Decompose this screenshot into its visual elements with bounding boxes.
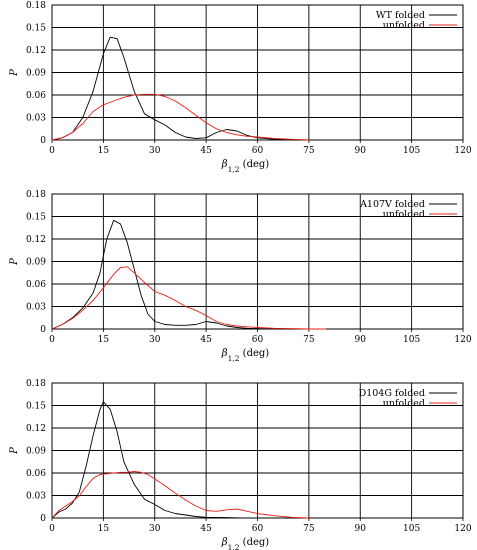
x-tick-label: 120 — [454, 335, 471, 345]
y-tick-label: 0.03 — [26, 114, 46, 124]
x-axis-label: β1,2 (deg) — [221, 159, 270, 174]
x-tick-label: 105 — [403, 524, 420, 534]
y-tick-label: 0.15 — [26, 24, 46, 34]
x-tick-label: 30 — [149, 335, 161, 345]
y-tick-label: 0.09 — [26, 69, 46, 79]
x-tick-label: 90 — [355, 524, 367, 534]
x-tick-label: 30 — [149, 146, 161, 156]
chart-panel-2: 0 15 30 45 60 75 90 105 120 0 0.03 0.06 0.09 0.12 0.15… — [9, 190, 472, 363]
y-tick-label: 0.12 — [26, 235, 46, 245]
legend-label: A107V folded — [359, 199, 425, 210]
legend-label: unfolded — [383, 20, 425, 31]
y-axis-label: P — [9, 69, 20, 77]
x-tick-label: 75 — [303, 335, 315, 345]
series-line-folded — [51, 219, 292, 330]
y-tick-label: 0.03 — [26, 303, 46, 313]
x-tick-label: 75 — [303, 524, 315, 534]
series-line-unfolded — [51, 266, 326, 330]
y-tick-label: 0.18 — [26, 379, 46, 389]
x-tick-label: 90 — [355, 335, 367, 345]
y-tick-label: 0.18 — [26, 1, 46, 11]
legend-label: unfolded — [383, 209, 425, 220]
x-tick-label: 45 — [200, 335, 212, 345]
x-tick-label: 30 — [149, 524, 161, 534]
y-tick-label: 0.06 — [26, 469, 46, 479]
y-axis-label: P — [9, 258, 20, 266]
x-tick-label: 90 — [355, 146, 367, 156]
y-tick-label: 0.06 — [26, 91, 46, 101]
series-line-folded — [51, 401, 258, 519]
x-tick-label: 0 — [49, 524, 55, 534]
chart-panel-3: 0 15 30 45 60 75 90 105 120 0 0.03 0.06 0.09 0.12 0.15… — [9, 379, 472, 550]
x-tick-label: 15 — [98, 335, 110, 345]
x-tick-label: 120 — [454, 146, 471, 156]
y-tick-label: 0.15 — [26, 402, 46, 412]
series-line-folded — [51, 36, 309, 141]
y-tick-label: 0.12 — [26, 46, 46, 56]
chart-panel-1: 0 15 30 45 60 75 90 105 120 0 0.03 0.06 0.09 0.12 0.15… — [9, 1, 472, 174]
y-tick-label: 0.18 — [26, 190, 46, 200]
y-tick-label: 0.12 — [26, 424, 46, 434]
x-tick-label: 105 — [403, 335, 420, 345]
x-axis-label: β1,2 (deg) — [221, 537, 270, 550]
x-tick-label: 0 — [49, 146, 55, 156]
y-tick-label: 0 — [40, 325, 46, 335]
y-tick-label: 0.09 — [26, 447, 46, 457]
y-axis-label: P — [9, 447, 20, 455]
x-tick-label: 0 — [49, 335, 55, 345]
x-tick-label: 60 — [252, 335, 264, 345]
y-tick-label: 0.03 — [26, 492, 46, 502]
series-line-unfolded — [51, 471, 309, 519]
x-tick-label: 120 — [454, 524, 471, 534]
y-tick-label: 0 — [40, 514, 46, 524]
x-tick-label: 60 — [252, 524, 264, 534]
legend-label: WT folded — [376, 10, 425, 21]
x-tick-label: 60 — [252, 146, 264, 156]
x-tick-label: 75 — [303, 146, 315, 156]
x-axis-label: β1,2 (deg) — [221, 348, 270, 363]
series-line-unfolded — [51, 93, 309, 141]
legend-label: unfolded — [383, 398, 425, 409]
y-tick-label: 0.06 — [26, 280, 46, 290]
x-tick-label: 105 — [403, 146, 420, 156]
y-tick-label: 0.15 — [26, 213, 46, 223]
y-tick-label: 0 — [40, 136, 46, 146]
y-tick-label: 0.09 — [26, 258, 46, 268]
x-tick-label: 15 — [98, 146, 110, 156]
x-tick-label: 45 — [200, 524, 212, 534]
legend-label: D104G folded — [359, 388, 425, 399]
x-tick-label: 15 — [98, 524, 110, 534]
x-tick-label: 45 — [200, 146, 212, 156]
